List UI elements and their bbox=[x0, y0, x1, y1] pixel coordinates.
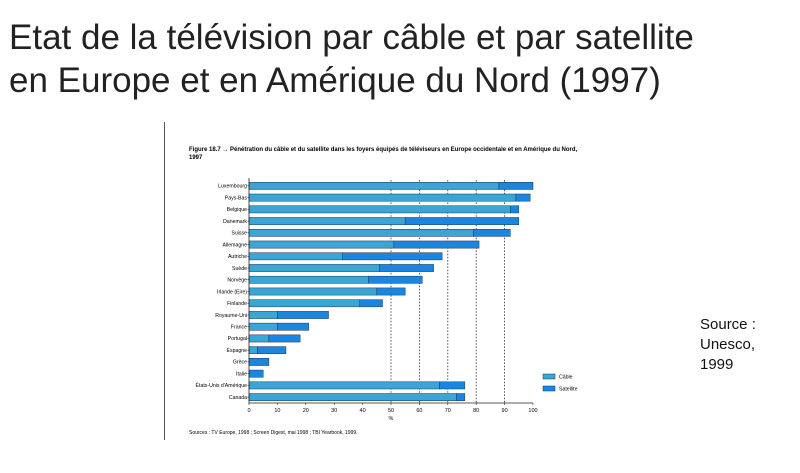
bar-cable bbox=[248, 346, 258, 355]
figure-sources: Sources : TV Europe, 1998 ; Screen Diges… bbox=[189, 430, 358, 436]
chart-figure: Figure 18.7 → Pénétration du câble et du… bbox=[164, 122, 611, 440]
bar-cable bbox=[248, 393, 457, 401]
bar-satellite bbox=[277, 322, 309, 331]
bar-cable bbox=[248, 182, 500, 190]
legend-label-satellite: Satellite bbox=[559, 387, 578, 393]
category-label: Grèce bbox=[233, 360, 247, 366]
x-tick-label: 50 bbox=[388, 408, 394, 414]
slide-title: Etat de la télévision par câble et par s… bbox=[9, 18, 694, 100]
category-label: Autriche bbox=[228, 254, 247, 260]
x-tick-label: 20 bbox=[303, 408, 309, 414]
bar-cable bbox=[248, 264, 380, 272]
x-tick-label: 60 bbox=[416, 408, 422, 414]
x-tick-label: 70 bbox=[445, 408, 451, 414]
x-tick-label: 10 bbox=[274, 408, 280, 414]
bar-satellite bbox=[257, 346, 287, 355]
bar-satellite bbox=[368, 275, 423, 284]
category-label: Belgique bbox=[227, 207, 247, 213]
category-label: Suisse bbox=[231, 231, 247, 237]
figure-caption: Figure 18.7 → Pénétration du câble et du… bbox=[189, 147, 578, 161]
bar-satellite bbox=[439, 381, 466, 390]
bar-satellite bbox=[268, 334, 301, 343]
bar-satellite bbox=[510, 205, 520, 214]
x-tick-label: 0 bbox=[247, 408, 250, 414]
bar-satellite bbox=[248, 358, 270, 366]
bar-satellite bbox=[404, 217, 520, 225]
x-tick-label: 100 bbox=[528, 408, 537, 414]
legend-label-cable: Câble bbox=[559, 375, 573, 381]
bar-satellite bbox=[277, 311, 329, 319]
bar-cable bbox=[248, 381, 440, 390]
category-label: Canada bbox=[229, 395, 247, 401]
bar-cable bbox=[248, 252, 343, 261]
source-note: Source : Unesco, 1999 bbox=[700, 316, 756, 373]
bar-satellite bbox=[359, 299, 383, 308]
bar-cable bbox=[248, 311, 278, 319]
x-tick-label: 80 bbox=[473, 408, 479, 414]
category-label: Royaume-Uni bbox=[215, 313, 247, 319]
bar-satellite bbox=[393, 240, 480, 249]
x-axis-label: % bbox=[389, 416, 394, 422]
bar-cable bbox=[248, 287, 378, 296]
category-label: Allemagne bbox=[222, 242, 247, 248]
x-tick-label: 90 bbox=[502, 408, 508, 414]
bar-satellite bbox=[498, 182, 534, 190]
bar-cable bbox=[248, 334, 270, 343]
bar-satellite bbox=[342, 252, 443, 261]
category-label: France bbox=[231, 325, 247, 331]
bar-cable bbox=[248, 205, 511, 214]
bar-cable bbox=[248, 275, 369, 284]
bar-satellite bbox=[473, 228, 511, 237]
category-label: Luxembourg bbox=[218, 184, 247, 190]
category-label: Irlande (Eire) bbox=[217, 289, 247, 295]
category-label: Portugal bbox=[228, 336, 247, 342]
bar-cable bbox=[248, 240, 395, 249]
category-label: Suède bbox=[232, 266, 247, 272]
category-label: Espagne bbox=[227, 348, 248, 354]
bar-cable bbox=[248, 193, 517, 202]
legend-swatch-satellite bbox=[542, 385, 556, 392]
bar-satellite bbox=[376, 287, 406, 296]
bar-cable bbox=[248, 217, 406, 225]
category-label: Italie bbox=[236, 371, 247, 377]
bar-satellite bbox=[248, 369, 264, 378]
bar-cable bbox=[248, 299, 361, 308]
bar-satellite bbox=[379, 264, 434, 272]
category-label: Norvège bbox=[227, 278, 247, 284]
bar-cable bbox=[248, 228, 474, 237]
bar-satellite bbox=[515, 193, 531, 202]
bar-chart: Luxembourg Pays-Bas Belgique Danemark Suisse… bbox=[196, 178, 578, 422]
category-label: Finlande bbox=[227, 301, 247, 307]
x-tick-label: 40 bbox=[360, 408, 366, 414]
bar-cable bbox=[248, 322, 278, 331]
bar-satellite bbox=[456, 393, 466, 401]
category-label: Danemark bbox=[223, 219, 247, 225]
category-label: Pays-Bas bbox=[225, 195, 248, 201]
category-label: États-Unis d'Amérique bbox=[196, 382, 248, 389]
x-tick-label: 30 bbox=[331, 408, 337, 414]
legend-swatch-cable bbox=[542, 373, 556, 380]
